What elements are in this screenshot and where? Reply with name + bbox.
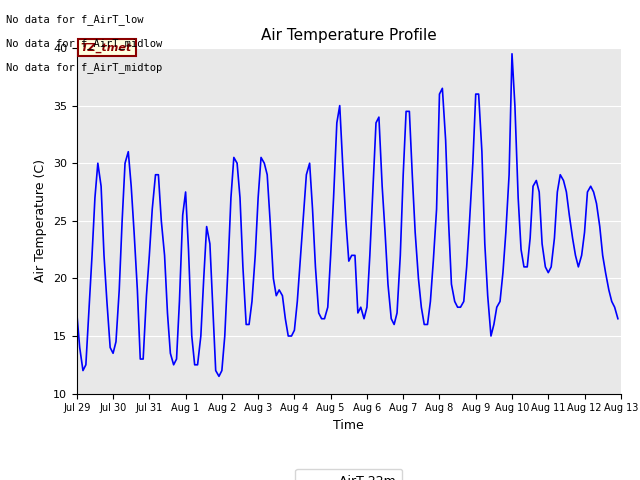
Text: TZ_tmet: TZ_tmet [81, 43, 132, 53]
Legend: AirT 22m: AirT 22m [296, 469, 402, 480]
Y-axis label: Air Temperature (C): Air Temperature (C) [35, 159, 47, 282]
Text: No data for f_AirT_midtop: No data for f_AirT_midtop [6, 62, 163, 73]
Title: Air Temperature Profile: Air Temperature Profile [261, 28, 436, 43]
Text: No data for f_AirT_midlow: No data for f_AirT_midlow [6, 38, 163, 49]
X-axis label: Time: Time [333, 419, 364, 432]
Text: No data for f_AirT_low: No data for f_AirT_low [6, 14, 144, 25]
